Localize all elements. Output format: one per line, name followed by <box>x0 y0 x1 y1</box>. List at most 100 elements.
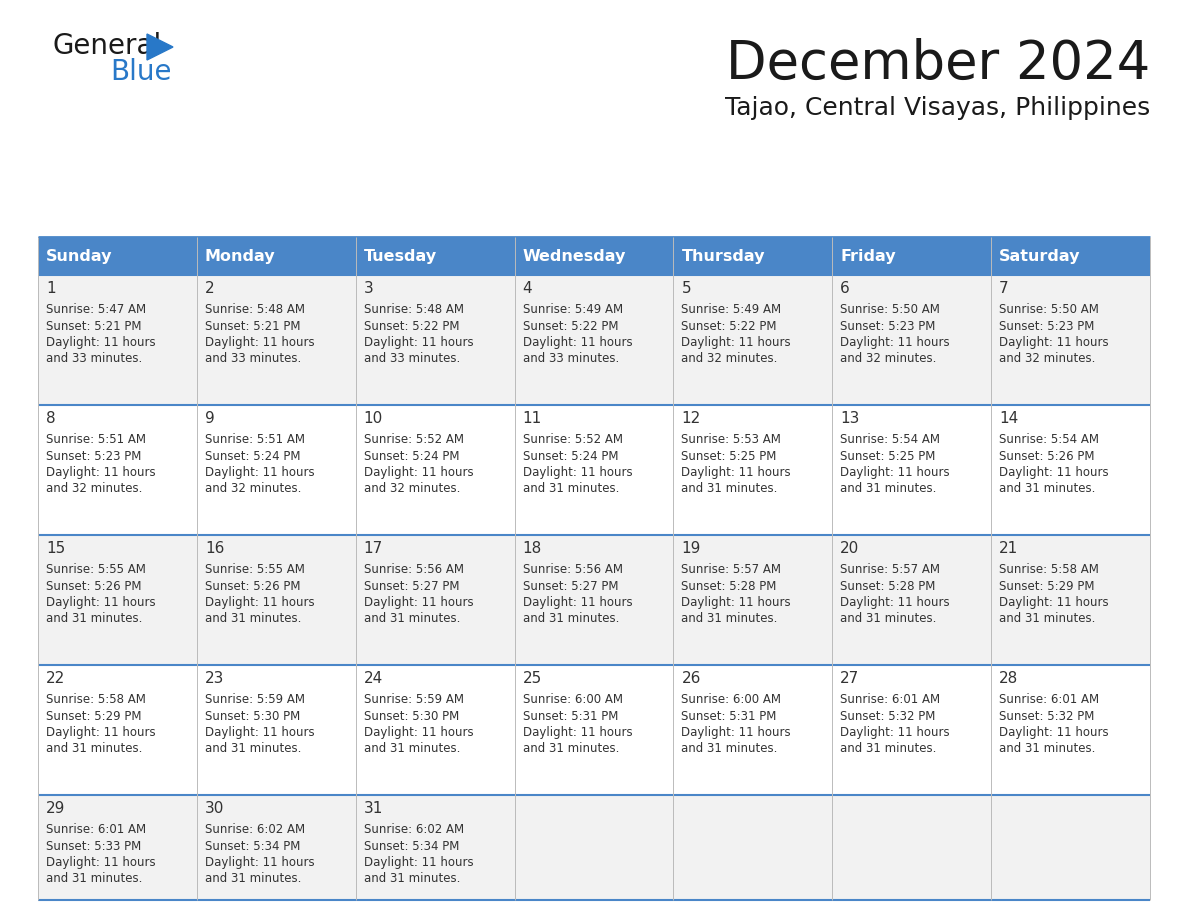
Text: Sunset: 5:27 PM: Sunset: 5:27 PM <box>364 579 460 592</box>
Text: and 32 minutes.: and 32 minutes. <box>204 483 302 496</box>
Text: Sunrise: 6:00 AM: Sunrise: 6:00 AM <box>682 693 782 706</box>
Text: 7: 7 <box>999 281 1009 296</box>
Text: Wednesday: Wednesday <box>523 249 626 263</box>
Text: Daylight: 11 hours: Daylight: 11 hours <box>523 596 632 609</box>
Text: Sunset: 5:22 PM: Sunset: 5:22 PM <box>682 319 777 332</box>
Bar <box>38 237 1150 275</box>
Text: Sunset: 5:31 PM: Sunset: 5:31 PM <box>523 710 618 722</box>
Text: Daylight: 11 hours: Daylight: 11 hours <box>364 726 473 739</box>
Text: Daylight: 11 hours: Daylight: 11 hours <box>46 336 156 349</box>
Text: 12: 12 <box>682 411 701 426</box>
Text: 4: 4 <box>523 281 532 296</box>
Text: Sunrise: 5:48 AM: Sunrise: 5:48 AM <box>204 303 305 316</box>
Text: Sunset: 5:25 PM: Sunset: 5:25 PM <box>682 450 777 463</box>
Text: 13: 13 <box>840 411 860 426</box>
Text: Sunrise: 5:51 AM: Sunrise: 5:51 AM <box>46 433 146 446</box>
Text: 31: 31 <box>364 801 383 816</box>
Text: Daylight: 11 hours: Daylight: 11 hours <box>682 726 791 739</box>
Text: and 31 minutes.: and 31 minutes. <box>523 612 619 625</box>
Text: Sunset: 5:29 PM: Sunset: 5:29 PM <box>46 710 141 722</box>
Text: Sunset: 5:21 PM: Sunset: 5:21 PM <box>46 319 141 332</box>
Text: Sunset: 5:23 PM: Sunset: 5:23 PM <box>999 319 1094 332</box>
Text: 9: 9 <box>204 411 215 426</box>
Text: and 31 minutes.: and 31 minutes. <box>204 872 302 886</box>
Text: Daylight: 11 hours: Daylight: 11 hours <box>999 466 1108 479</box>
Text: Sunrise: 5:49 AM: Sunrise: 5:49 AM <box>682 303 782 316</box>
Text: Sunrise: 5:51 AM: Sunrise: 5:51 AM <box>204 433 305 446</box>
Text: Daylight: 11 hours: Daylight: 11 hours <box>523 466 632 479</box>
Text: Sunrise: 5:54 AM: Sunrise: 5:54 AM <box>840 433 940 446</box>
Text: General: General <box>52 32 162 60</box>
Text: 10: 10 <box>364 411 383 426</box>
Text: and 31 minutes.: and 31 minutes. <box>46 612 143 625</box>
Text: Sunrise: 5:59 AM: Sunrise: 5:59 AM <box>364 693 463 706</box>
Text: 15: 15 <box>46 541 65 556</box>
Text: Sunrise: 5:55 AM: Sunrise: 5:55 AM <box>204 563 305 576</box>
Text: Sunset: 5:30 PM: Sunset: 5:30 PM <box>204 710 301 722</box>
Text: and 31 minutes.: and 31 minutes. <box>682 483 778 496</box>
Text: Sunrise: 6:01 AM: Sunrise: 6:01 AM <box>840 693 941 706</box>
Text: Sunset: 5:24 PM: Sunset: 5:24 PM <box>204 450 301 463</box>
Text: Sunset: 5:25 PM: Sunset: 5:25 PM <box>840 450 936 463</box>
Text: Sunrise: 5:49 AM: Sunrise: 5:49 AM <box>523 303 623 316</box>
Text: 28: 28 <box>999 671 1018 686</box>
Text: Sunrise: 6:02 AM: Sunrise: 6:02 AM <box>364 823 463 836</box>
Text: 11: 11 <box>523 411 542 426</box>
Text: and 31 minutes.: and 31 minutes. <box>523 483 619 496</box>
Text: Sunset: 5:29 PM: Sunset: 5:29 PM <box>999 579 1094 592</box>
Text: and 33 minutes.: and 33 minutes. <box>523 353 619 365</box>
Text: 30: 30 <box>204 801 225 816</box>
Text: Sunrise: 5:52 AM: Sunrise: 5:52 AM <box>364 433 463 446</box>
Text: Daylight: 11 hours: Daylight: 11 hours <box>840 726 950 739</box>
Text: and 31 minutes.: and 31 minutes. <box>999 612 1095 625</box>
Text: Sunset: 5:28 PM: Sunset: 5:28 PM <box>840 579 936 592</box>
Text: Friday: Friday <box>840 249 896 263</box>
Bar <box>38 665 1150 795</box>
Text: and 32 minutes.: and 32 minutes. <box>46 483 143 496</box>
Text: 17: 17 <box>364 541 383 556</box>
Text: Sunset: 5:32 PM: Sunset: 5:32 PM <box>999 710 1094 722</box>
Text: 22: 22 <box>46 671 65 686</box>
Text: Tajao, Central Visayas, Philippines: Tajao, Central Visayas, Philippines <box>725 96 1150 120</box>
Text: Sunrise: 5:55 AM: Sunrise: 5:55 AM <box>46 563 146 576</box>
Text: Daylight: 11 hours: Daylight: 11 hours <box>46 466 156 479</box>
Text: 24: 24 <box>364 671 383 686</box>
Text: Sunrise: 5:52 AM: Sunrise: 5:52 AM <box>523 433 623 446</box>
Text: Sunset: 5:34 PM: Sunset: 5:34 PM <box>204 839 301 853</box>
Bar <box>38 795 1150 900</box>
Text: Sunset: 5:28 PM: Sunset: 5:28 PM <box>682 579 777 592</box>
Text: and 31 minutes.: and 31 minutes. <box>840 483 936 496</box>
Text: Sunset: 5:24 PM: Sunset: 5:24 PM <box>523 450 618 463</box>
Text: Blue: Blue <box>110 58 171 86</box>
Text: Daylight: 11 hours: Daylight: 11 hours <box>204 596 315 609</box>
Text: and 31 minutes.: and 31 minutes. <box>682 743 778 756</box>
Text: and 31 minutes.: and 31 minutes. <box>840 743 936 756</box>
Text: and 31 minutes.: and 31 minutes. <box>204 743 302 756</box>
Text: and 32 minutes.: and 32 minutes. <box>999 353 1095 365</box>
Text: Daylight: 11 hours: Daylight: 11 hours <box>204 856 315 869</box>
Text: 29: 29 <box>46 801 65 816</box>
Text: Daylight: 11 hours: Daylight: 11 hours <box>46 726 156 739</box>
Text: Sunset: 5:26 PM: Sunset: 5:26 PM <box>999 450 1094 463</box>
Text: Sunset: 5:22 PM: Sunset: 5:22 PM <box>523 319 618 332</box>
Text: Sunrise: 6:01 AM: Sunrise: 6:01 AM <box>46 823 146 836</box>
Text: 19: 19 <box>682 541 701 556</box>
Text: and 31 minutes.: and 31 minutes. <box>364 743 460 756</box>
Text: 5: 5 <box>682 281 691 296</box>
Text: Sunset: 5:21 PM: Sunset: 5:21 PM <box>204 319 301 332</box>
Text: and 32 minutes.: and 32 minutes. <box>364 483 460 496</box>
Text: and 32 minutes.: and 32 minutes. <box>840 353 936 365</box>
Text: Sunrise: 5:50 AM: Sunrise: 5:50 AM <box>999 303 1099 316</box>
Text: 20: 20 <box>840 541 860 556</box>
Text: Daylight: 11 hours: Daylight: 11 hours <box>46 856 156 869</box>
Text: Sunrise: 6:02 AM: Sunrise: 6:02 AM <box>204 823 305 836</box>
Text: Daylight: 11 hours: Daylight: 11 hours <box>523 336 632 349</box>
Text: and 31 minutes.: and 31 minutes. <box>204 612 302 625</box>
Text: and 31 minutes.: and 31 minutes. <box>364 612 460 625</box>
Text: Daylight: 11 hours: Daylight: 11 hours <box>204 466 315 479</box>
Text: Sunset: 5:33 PM: Sunset: 5:33 PM <box>46 839 141 853</box>
Text: 21: 21 <box>999 541 1018 556</box>
Text: Sunset: 5:30 PM: Sunset: 5:30 PM <box>364 710 459 722</box>
Text: Sunset: 5:23 PM: Sunset: 5:23 PM <box>46 450 141 463</box>
Text: Sunset: 5:34 PM: Sunset: 5:34 PM <box>364 839 459 853</box>
